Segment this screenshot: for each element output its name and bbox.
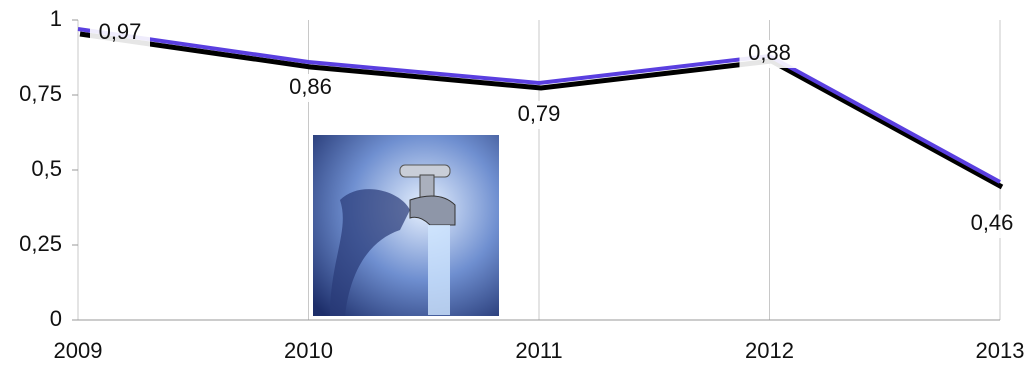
value-label: 0,88 — [748, 40, 791, 65]
value-label-bg — [739, 40, 800, 68]
value-label: 0,97 — [99, 19, 142, 44]
y-tick-label: 1 — [50, 6, 62, 31]
value-label: 0,46 — [971, 210, 1014, 235]
y-tick-label: 0 — [50, 306, 62, 331]
x-tick-label: 2010 — [284, 338, 333, 363]
y-tick-label: 0,75 — [19, 81, 62, 106]
x-tick-label: 2012 — [745, 338, 794, 363]
y-tick-label: 0,5 — [31, 156, 62, 181]
line — [77, 27, 1001, 184]
y-tick-label: 0,25 — [19, 231, 62, 256]
x-tick-label: 2011 — [515, 338, 562, 363]
faucet-picture — [313, 135, 499, 316]
value-label: 0,79 — [518, 101, 561, 126]
line-shadow — [79, 31, 1004, 190]
value-label-bg — [90, 19, 150, 47]
x-tick-label: 2013 — [976, 338, 1025, 363]
value-label-bg — [280, 74, 341, 102]
value-label: 0,86 — [289, 74, 332, 99]
value-label-bg — [962, 210, 1022, 238]
value-label-bg — [509, 101, 569, 129]
x-tick-label: 2009 — [54, 338, 103, 363]
